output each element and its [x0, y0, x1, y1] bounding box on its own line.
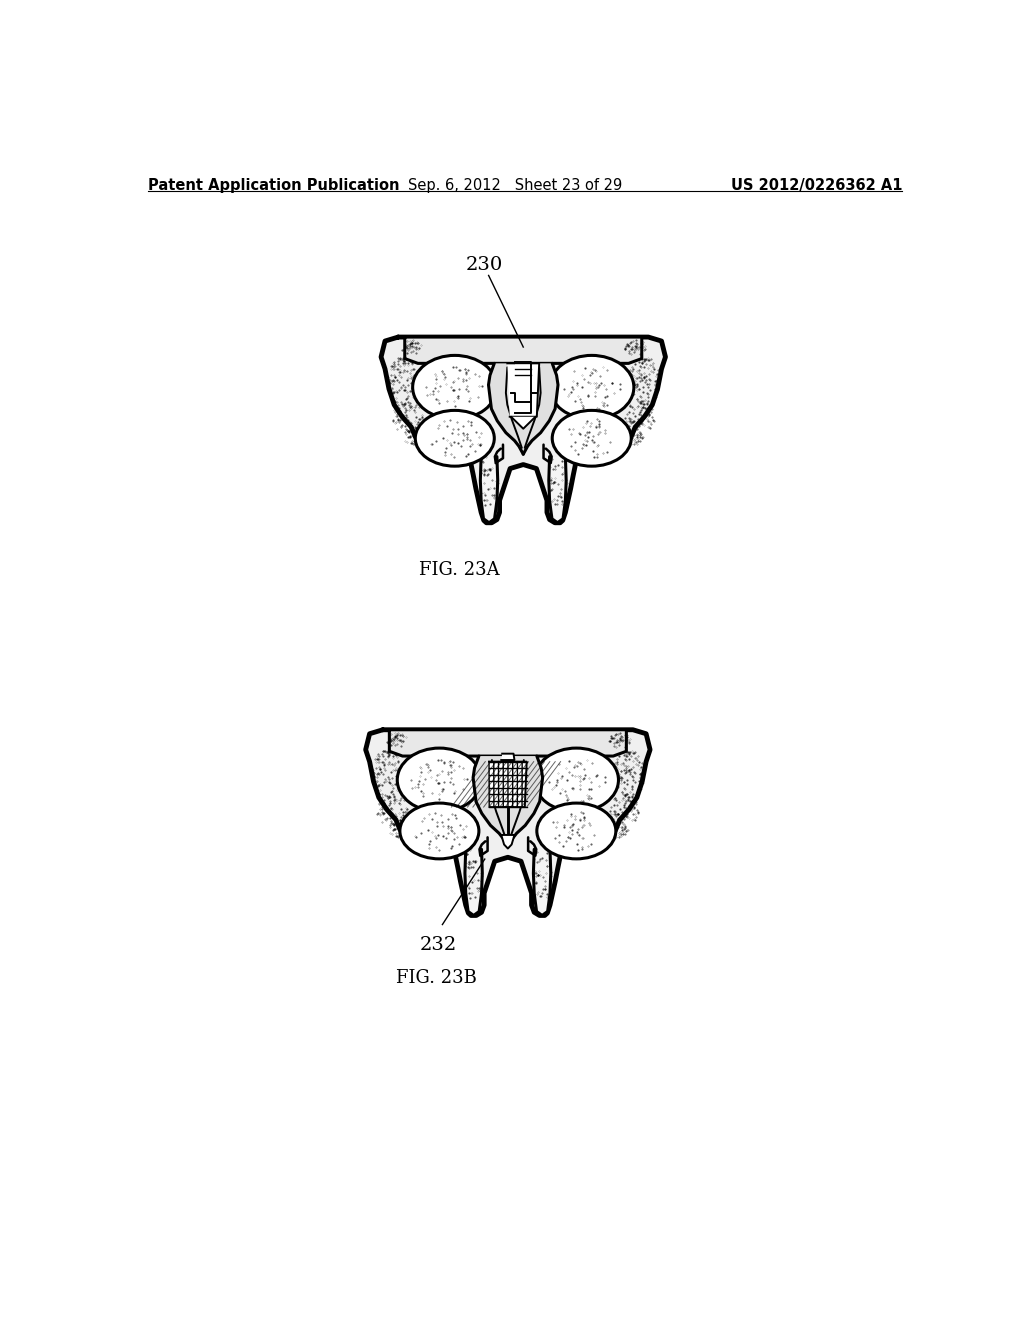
- Text: 232: 232: [420, 936, 457, 954]
- Polygon shape: [488, 363, 558, 454]
- Text: Patent Application Publication: Patent Application Publication: [147, 178, 399, 193]
- Polygon shape: [507, 363, 540, 417]
- Polygon shape: [534, 849, 551, 916]
- Polygon shape: [515, 362, 531, 413]
- Text: Sep. 6, 2012   Sheet 23 of 29: Sep. 6, 2012 Sheet 23 of 29: [409, 178, 623, 193]
- Polygon shape: [381, 337, 666, 523]
- Text: FIG. 23A: FIG. 23A: [419, 561, 500, 579]
- Polygon shape: [511, 417, 536, 429]
- Polygon shape: [366, 730, 650, 916]
- Polygon shape: [465, 849, 482, 916]
- Ellipse shape: [397, 748, 481, 812]
- Text: 230: 230: [466, 256, 504, 275]
- Ellipse shape: [550, 355, 634, 420]
- Polygon shape: [480, 457, 498, 523]
- Polygon shape: [404, 337, 642, 363]
- Ellipse shape: [400, 803, 479, 859]
- Ellipse shape: [535, 748, 618, 812]
- Polygon shape: [549, 457, 566, 523]
- Polygon shape: [502, 836, 514, 849]
- Polygon shape: [473, 756, 543, 847]
- Polygon shape: [502, 754, 514, 760]
- Ellipse shape: [537, 803, 615, 859]
- Polygon shape: [489, 762, 526, 807]
- Text: US 2012/0226362 A1: US 2012/0226362 A1: [730, 178, 902, 193]
- Text: FIG. 23B: FIG. 23B: [396, 969, 477, 987]
- Ellipse shape: [413, 355, 497, 420]
- Polygon shape: [389, 730, 627, 756]
- Ellipse shape: [552, 411, 631, 466]
- Ellipse shape: [416, 411, 495, 466]
